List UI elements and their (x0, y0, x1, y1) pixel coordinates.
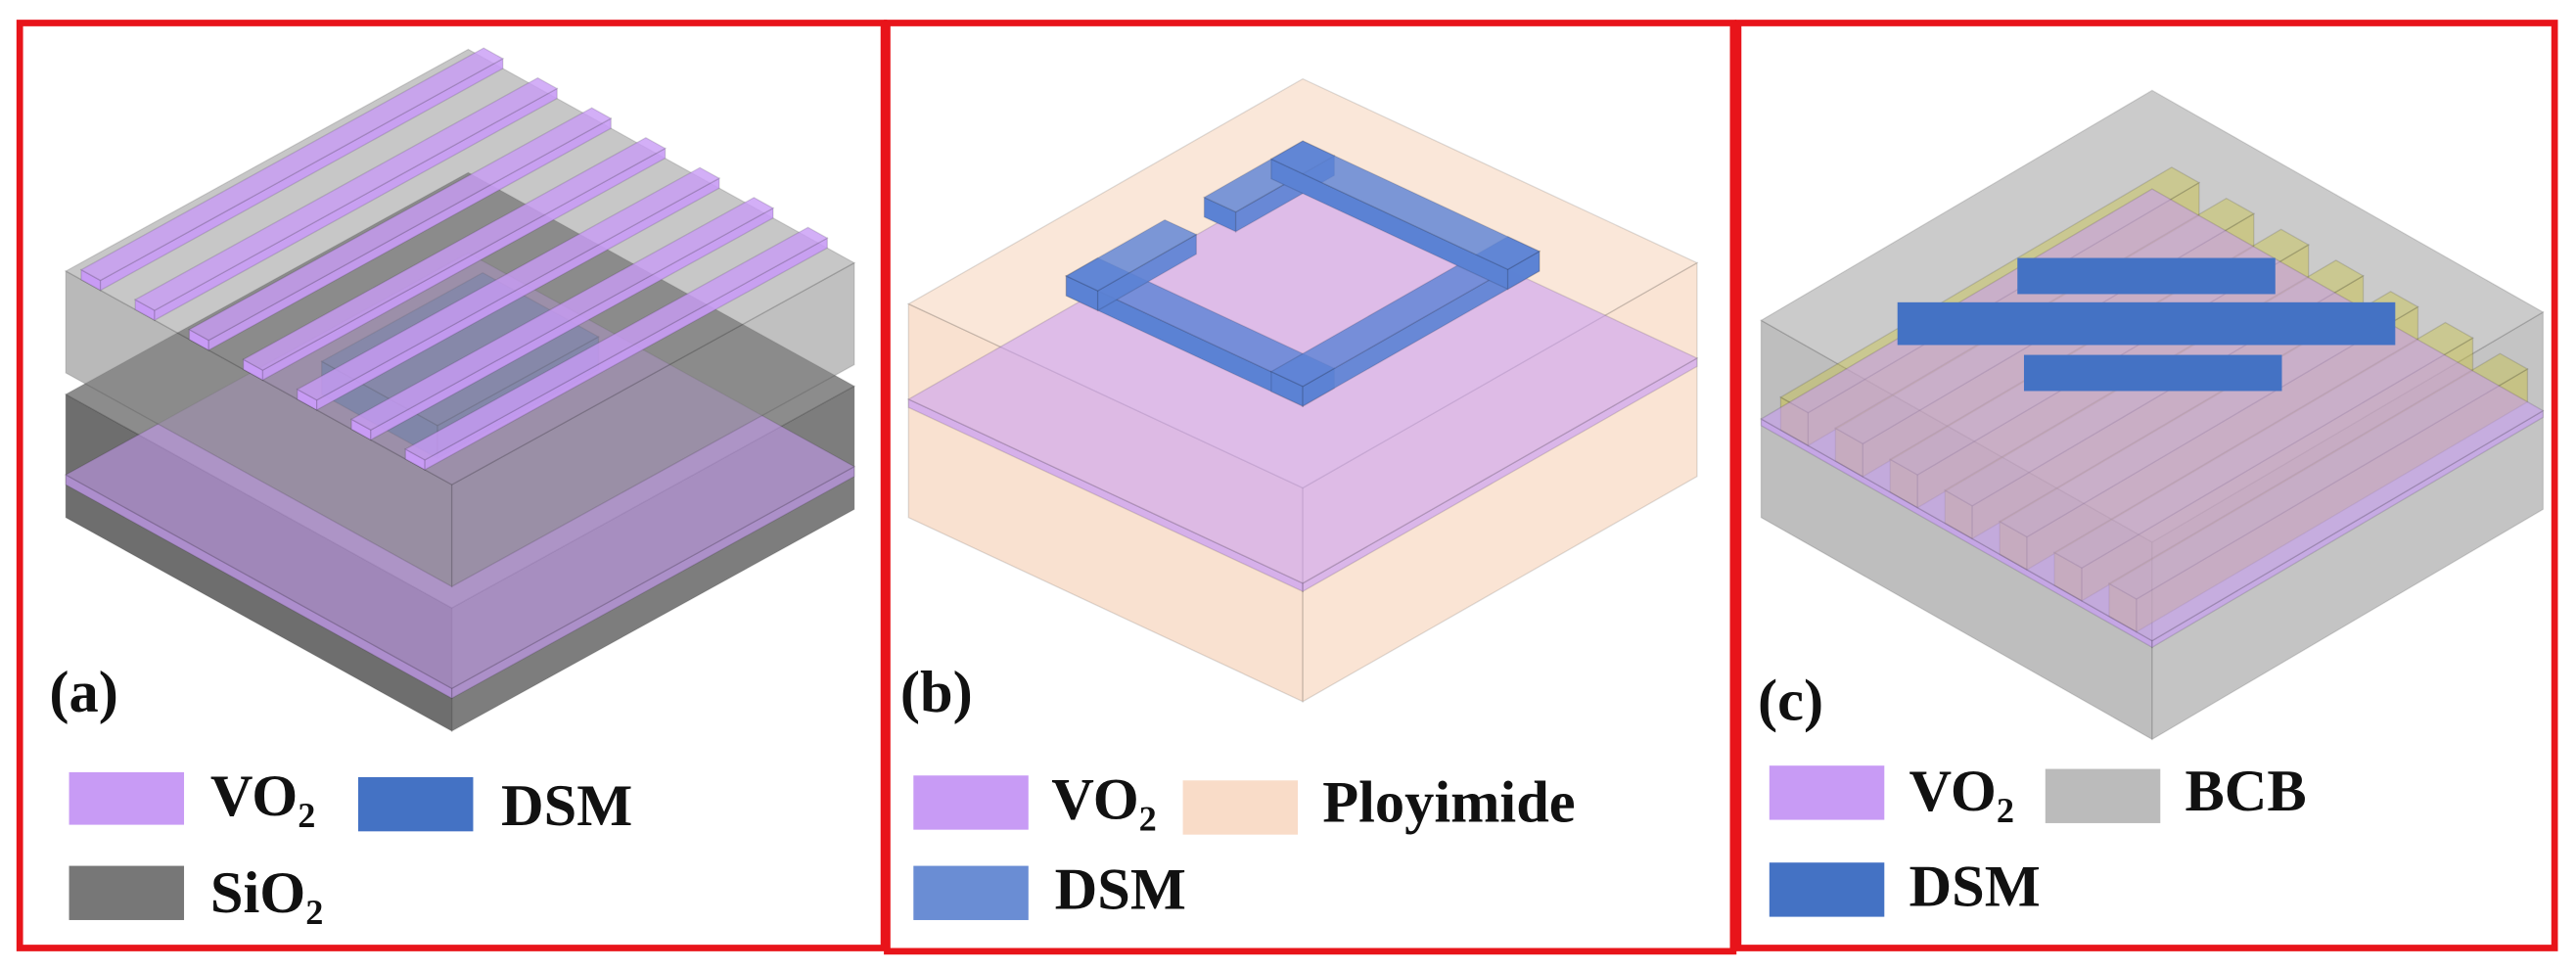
vo2-stripe (296, 166, 721, 401)
legend-swatch (913, 775, 1029, 830)
sio2-layer (450, 261, 855, 588)
legend-swatch (913, 865, 1029, 920)
vo2-stripe (403, 226, 829, 461)
legend-swatch (1769, 765, 1885, 820)
panel-label: (a) (49, 660, 117, 725)
legend-text: VO₂ (1051, 766, 1157, 832)
vo2-stripe (133, 76, 559, 311)
panel-frame (1734, 20, 2558, 951)
legend-text: DSM (1909, 854, 2040, 919)
vo2-stripe (188, 107, 613, 342)
legend-text: VO₂ (1909, 759, 2014, 824)
legend-swatch (2045, 768, 2161, 823)
vo2-stripe (261, 147, 667, 382)
illustrations (64, 47, 2545, 741)
vo2-stripe (424, 237, 829, 472)
legend-text: DSM (501, 773, 632, 839)
dsm-bar (1897, 301, 2396, 346)
legend-text: Ployimide (1322, 770, 1575, 836)
legend-swatch (1182, 780, 1299, 835)
legend-text: VO₂ (210, 763, 316, 829)
legend-swatch (69, 771, 185, 825)
vo2-stripe (315, 176, 720, 411)
dsm-ring (1269, 140, 1541, 271)
vo2-stripe (99, 57, 504, 292)
legend-swatch (69, 865, 185, 920)
vo2-stripe (154, 87, 558, 322)
vo2-stripe (79, 47, 505, 282)
legend-swatch (1769, 862, 1885, 917)
dsm-ring (1064, 218, 1198, 292)
legend-swatch (357, 776, 474, 832)
dsm-bar (2023, 354, 2282, 392)
vo2-stripe (242, 136, 667, 371)
dsm-bar (2017, 257, 2276, 295)
panel-label: (c) (1758, 669, 1823, 734)
legend-text: DSM (1055, 857, 1186, 923)
legend-text: SiO₂ (210, 860, 323, 926)
panel-frame (884, 20, 1737, 955)
vo2-stripe (349, 196, 775, 432)
panel-label: (b) (900, 660, 973, 725)
vo2-layer (450, 465, 855, 700)
legend-text: BCB (2185, 759, 2306, 824)
